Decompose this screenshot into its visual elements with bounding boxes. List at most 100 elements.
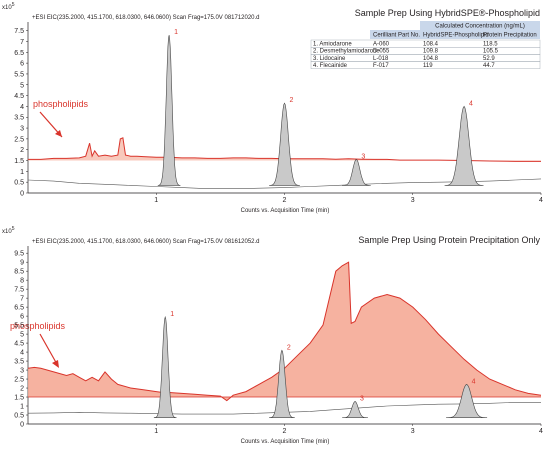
table-cell: 2. Desmethylamiodarone (313, 49, 380, 55)
table-cell: 118.5 (483, 42, 498, 48)
y-tick-label: 5.5 (14, 71, 24, 78)
y-tick-label: 9 (20, 260, 24, 267)
panel1-scale-label: x105 (2, 2, 15, 11)
peak-label: 3 (360, 396, 364, 403)
table-cell: 52.9 (483, 56, 495, 62)
table-cell: 104.8 (423, 56, 439, 62)
phospholipid-trace (28, 137, 541, 162)
y-tick-label: 3.5 (14, 115, 24, 122)
table-col-hybridspe: HybridSPE-Phospholipid (423, 33, 489, 39)
table-cell: L-018 (373, 56, 389, 62)
y-tick-label: 1 (20, 404, 24, 411)
analyte-peak (157, 34, 181, 186)
x-tick-label: 1 (154, 428, 158, 435)
y-tick-label: 4 (20, 104, 24, 111)
peak-label: 1 (170, 311, 174, 318)
table-group-header-bg (420, 21, 540, 30)
panel2-xlabel: Counts vs. Acquisition Time (min) (241, 439, 330, 445)
table-cell: F-017 (373, 63, 389, 69)
panel2-annotation: phospholipids (10, 321, 66, 331)
phospholipid-trace (27, 261, 542, 402)
x-tick-label: 3 (411, 197, 415, 204)
x-tick-label: 1 (154, 197, 158, 204)
panel1-title: Sample Prep Using HybridSPE®-Phospholipi… (355, 8, 540, 18)
panel-1: 0 0.5 1 1.5 2 2.5 3 3.5 4 4.5 5 5.5 6 6.5 7 7.5 1 2 3 4 1 2 3 4 (14, 22, 543, 204)
table-row-border (310, 61, 541, 69)
panel2-title: Sample Prep Using Protein Precipitation … (358, 235, 540, 245)
arrow-head (52, 360, 59, 368)
table-cell: 4. Flecainide (313, 63, 348, 69)
y-tick-label: 6.5 (14, 50, 24, 57)
analyte-peak (446, 384, 488, 418)
y-tick-label: 7 (20, 296, 24, 303)
peak-label: 4 (472, 378, 476, 385)
y-tick-label: 7.5 (14, 28, 24, 35)
peak-label: 2 (287, 344, 291, 351)
peak-label: 3 (361, 153, 365, 160)
plot-layer: 0 0.5 1 1.5 2 2.5 3 3.5 4 4.5 5 5.5 6 6.5 7 7.5 1 2 3 4 1 2 3 4… (14, 22, 543, 435)
panel1-header: +ESI EIC(235.2000, 415.1700, 618.0300, 6… (32, 15, 260, 21)
table-column-header-bg (370, 30, 540, 39)
x-tick-label: 2 (283, 428, 287, 435)
table-col-protein-precipitation: Protein Precipitation (483, 33, 537, 39)
y-tick-label: 6 (20, 61, 24, 68)
y-tick-label: 0.5 (14, 413, 24, 420)
panel-2: 0 0.5 1 1.5 2 2.5 3 3.5 4 4.5 5 5.5 6 6.5 7 7.5 8 8.5 9 9.5… (14, 246, 543, 435)
y-tick-label: 8 (20, 278, 24, 285)
phospholipid-area (28, 137, 541, 162)
y-tick-label: 5 (20, 332, 24, 339)
table-cell: 108.4 (423, 42, 439, 48)
y-tick-label: 9.5 (14, 251, 24, 258)
panel1-annotation: phospholipids (33, 99, 89, 109)
table-cell: 105.5 (483, 49, 499, 55)
analyte-peak (342, 401, 368, 418)
phospholipid-area (28, 262, 541, 401)
analyte-peak (444, 105, 484, 186)
y-tick-label: 4 (20, 350, 24, 357)
panel2-scale-label: x105 (2, 226, 15, 235)
y-tick-label: 2 (20, 147, 24, 154)
y-tick-label: 3.5 (14, 359, 24, 366)
table-cell: 1. Amiodarone (313, 42, 352, 48)
analyte-peak (269, 349, 295, 418)
y-tick-label: 1.5 (14, 395, 24, 402)
y-tick-label: 2.5 (14, 377, 24, 384)
table-col-part-no: Cerilliant Part No. (373, 33, 420, 39)
x-tick-label: 2 (283, 197, 287, 204)
y-tick-label: 4.5 (14, 93, 24, 100)
table-cell: 119 (423, 63, 433, 69)
table-cell: 109.8 (423, 49, 439, 55)
analyte-peak (269, 102, 300, 186)
y-tick-label: 7.5 (14, 287, 24, 294)
annotation-arrow (39, 333, 59, 367)
arrow-head (55, 130, 62, 137)
y-tick-label: 3 (20, 126, 24, 133)
x-tick-label: 4 (539, 428, 543, 435)
table-cell: A-060 (373, 42, 390, 48)
y-tick-label: 0 (20, 191, 24, 198)
y-tick-label: 0 (20, 422, 24, 429)
y-tick-label: 3 (20, 368, 24, 375)
y-tick-label: 2.5 (14, 136, 24, 143)
table-cell: D-055 (373, 49, 390, 55)
table-cell: 3. Lidocaine (313, 56, 346, 62)
peak-label: 4 (469, 100, 473, 107)
x-tick-label: 4 (539, 197, 543, 204)
peak-label: 1 (174, 29, 178, 36)
y-tick-label: 7 (20, 39, 24, 46)
x-tick-label: 3 (411, 428, 415, 435)
table-group-header: Calculated Concentration (ng/mL) (435, 24, 525, 30)
analyte-peak (342, 159, 371, 186)
table-rows: 1. Amiodarone A-060 108.4 118.5 2. Desmethyl… (310, 39, 541, 69)
y-tick-label: 4.5 (14, 341, 24, 348)
panel2-header: +ESI EIC(235.2000, 415.1700, 618.0300, 6… (32, 239, 260, 245)
y-tick-label: 6.5 (14, 305, 24, 312)
y-tick-label: 0.5 (14, 180, 24, 187)
analyte-peak (153, 315, 177, 418)
table-cell: 44.7 (483, 63, 495, 69)
y-tick-label: 2 (20, 386, 24, 393)
y-tick-label: 5 (20, 82, 24, 89)
y-tick-label: 1.5 (14, 158, 24, 165)
y-tick-label: 5.5 (14, 323, 24, 330)
